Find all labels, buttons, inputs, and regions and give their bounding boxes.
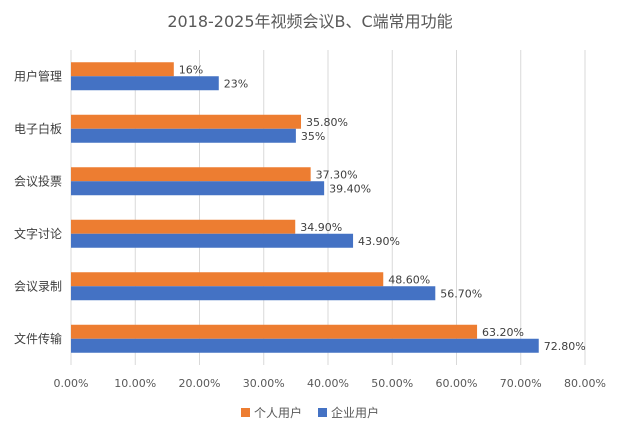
data-label: 23% bbox=[224, 77, 248, 90]
data-label: 35.80% bbox=[306, 116, 348, 129]
bar-personal bbox=[71, 62, 174, 77]
category-label: 电子白板 bbox=[14, 121, 62, 136]
bar-personal bbox=[71, 114, 302, 129]
data-label: 43.90% bbox=[358, 235, 400, 248]
category-label: 文件传输 bbox=[14, 331, 62, 346]
data-label: 72.80% bbox=[544, 340, 586, 353]
data-label: 37.30% bbox=[316, 168, 358, 181]
data-label: 16% bbox=[179, 63, 203, 76]
bar-enterprise bbox=[71, 128, 296, 143]
bar-enterprise bbox=[71, 76, 219, 91]
category-label: 用户管理 bbox=[14, 68, 62, 83]
data-label: 63.20% bbox=[482, 326, 524, 339]
data-label: 39.40% bbox=[329, 182, 371, 195]
category-label: 会议投票 bbox=[14, 173, 62, 188]
bar-layer bbox=[71, 62, 539, 353]
legend-swatch-enterprise bbox=[318, 408, 327, 417]
legend-label-enterprise: 企业用户 bbox=[331, 406, 380, 420]
category-label: 文字讨论 bbox=[14, 226, 62, 241]
bar-personal bbox=[71, 219, 296, 234]
bar-enterprise bbox=[71, 233, 354, 248]
bar-personal bbox=[71, 167, 311, 182]
legend-label-personal: 个人用户 bbox=[253, 406, 302, 420]
x-tick-label: 0.00% bbox=[54, 377, 89, 390]
data-label: 35% bbox=[301, 130, 325, 143]
x-tick-label: 70.00% bbox=[500, 377, 542, 390]
bar-personal bbox=[71, 272, 384, 287]
data-label: 34.90% bbox=[300, 221, 342, 234]
bar-enterprise bbox=[71, 181, 325, 196]
x-tick-label: 80.00% bbox=[564, 377, 606, 390]
legend-item-personal: 个人用户 bbox=[240, 404, 302, 421]
x-tick-label: 50.00% bbox=[371, 377, 413, 390]
chart-title: 2018-2025年视频会议B、C端常用功能 bbox=[167, 12, 453, 31]
category-label: 会议录制 bbox=[14, 279, 62, 293]
legend-item-enterprise: 企业用户 bbox=[318, 404, 379, 421]
x-tick-label: 40.00% bbox=[307, 377, 349, 390]
data-label: 48.60% bbox=[388, 273, 430, 286]
bar-enterprise bbox=[71, 338, 539, 353]
legend-swatch-personal bbox=[240, 408, 250, 417]
bar-personal bbox=[71, 324, 478, 339]
bar-enterprise bbox=[71, 286, 436, 301]
label-layer: 0.00% 10.00% 20.00% 30.00% 40.00% 50.00% 60.00… bbox=[14, 63, 606, 390]
x-tick-label: 30.00% bbox=[243, 377, 285, 390]
x-tick-label: 20.00% bbox=[179, 377, 221, 390]
legend: 个人用户 企业用户 bbox=[0, 404, 620, 421]
x-tick-label: 10.00% bbox=[114, 377, 156, 390]
grid-layer bbox=[70, 50, 586, 365]
data-label: 56.70% bbox=[440, 287, 482, 300]
x-tick-label: 60.00% bbox=[436, 377, 478, 390]
